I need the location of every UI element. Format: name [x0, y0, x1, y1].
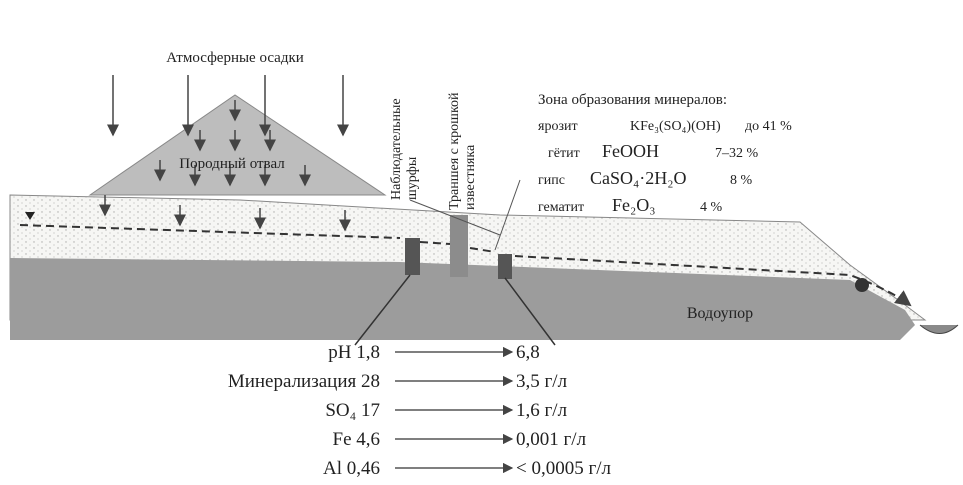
- mineral-formula: CaSO₄·2H₂O: [590, 168, 687, 188]
- trench-label: Траншея с крошкой: [447, 92, 462, 210]
- before-value: pH 1,8: [328, 342, 380, 363]
- mineral-share: 4 %: [700, 200, 723, 215]
- after-value: < 0,0005 г/л: [516, 458, 612, 479]
- minerals-title: Зона образования минералов:: [538, 92, 727, 108]
- pits-label: Наблюдательные: [389, 98, 404, 200]
- mineral-formula: Fe₂O₃: [612, 195, 656, 215]
- changes-list: pH 1,8 6,8 Минерализация 28 3,5 г/л SO₄ 17 1,…: [228, 342, 612, 479]
- mineral-formula: KFe₃(SO₄)(OH): [630, 119, 721, 134]
- mineral-share: 7–32 %: [715, 146, 759, 161]
- before-value: Fe 4,6: [333, 429, 381, 450]
- mineral-share: 8 %: [730, 173, 753, 188]
- aquitard-label: Водоупор: [687, 305, 753, 322]
- mineral-formula: FeOOH: [602, 141, 659, 161]
- mineral-name: гётит: [548, 146, 580, 161]
- after-value: 1,6 г/л: [516, 400, 568, 421]
- before-value: Al 0,46: [323, 458, 380, 479]
- after-value: 3,5 г/л: [516, 371, 568, 392]
- minerals-list: ярозит KFe₃(SO₄)(OH) до 41 % гётит FeOOH 7–32…: [538, 119, 792, 215]
- terrain: [10, 75, 963, 345]
- mineral-name: ярозит: [538, 119, 578, 134]
- dump-label: Породный отвал: [179, 156, 285, 172]
- mineral-name: гипс: [538, 173, 565, 188]
- before-value: SO₄ 17: [325, 400, 380, 421]
- before-value: Минерализация 28: [228, 371, 380, 392]
- trench-label: известняка: [463, 144, 478, 210]
- after-value: 0,001 г/л: [516, 429, 587, 450]
- mineral-name: гематит: [538, 200, 584, 215]
- precipitation-label: Атмосферные осадки: [166, 50, 304, 66]
- diagram: Атмосферные осадки Породный отвал Водоуп…: [0, 0, 963, 485]
- after-value: 6,8: [516, 342, 540, 363]
- mineral-share: до 41 %: [745, 119, 792, 134]
- pits-label: шурфы: [405, 156, 420, 200]
